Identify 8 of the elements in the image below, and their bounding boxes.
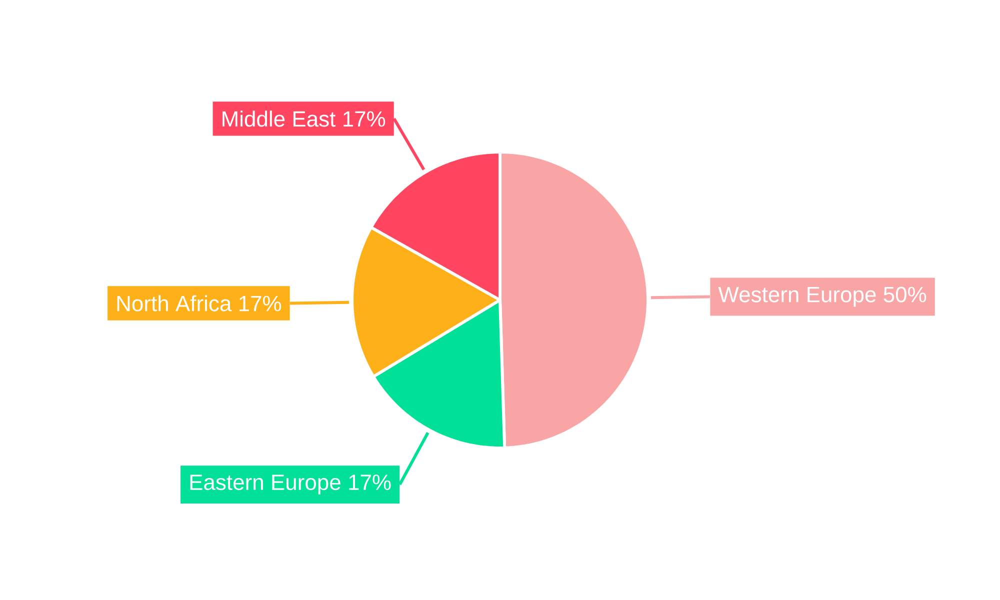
data-label: 17% — [239, 296, 282, 312]
data-label: 50% — [884, 286, 926, 302]
slice-label: Eastern Europe — [190, 474, 340, 494]
slice-label: Western Europe — [718, 286, 876, 307]
data-label: 17% — [349, 474, 391, 490]
slice-label: Middle East — [222, 110, 336, 127]
data-label: 17% — [344, 111, 386, 127]
slice-label: North Africa — [117, 295, 232, 312]
